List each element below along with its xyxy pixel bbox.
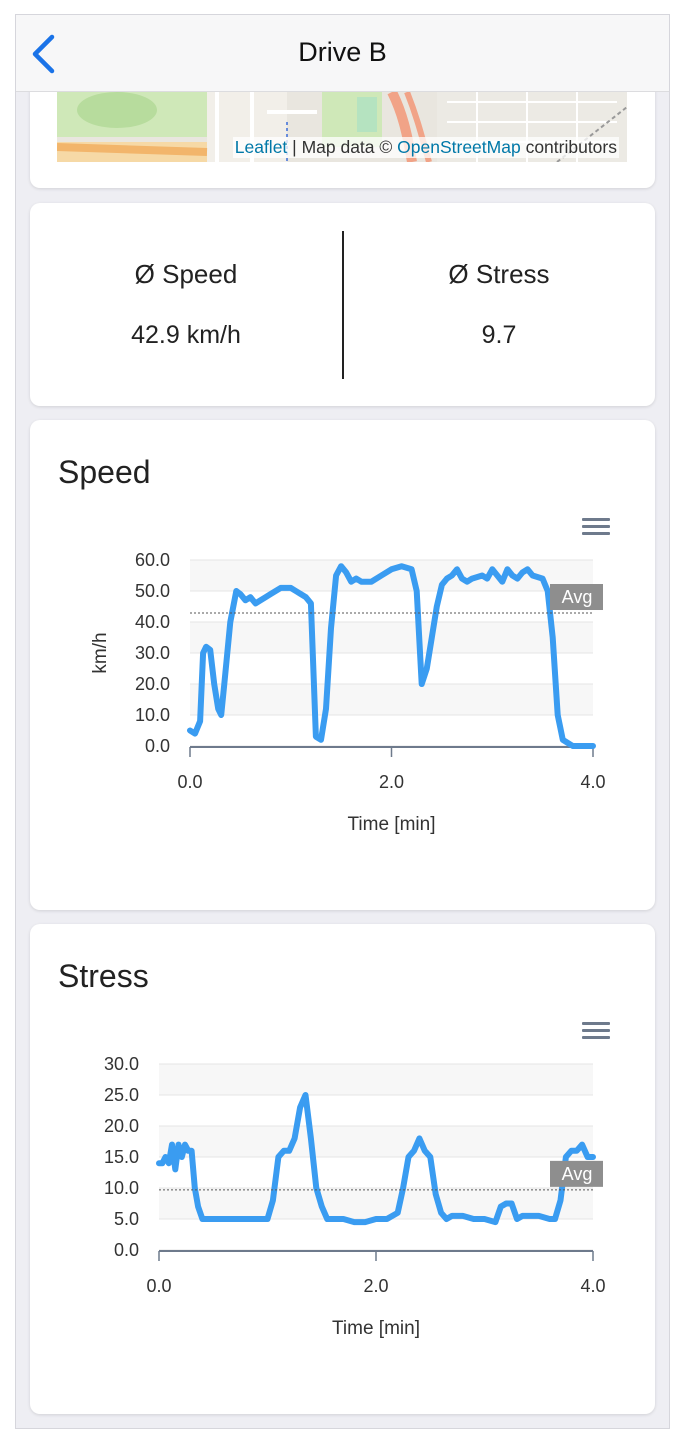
speed-x-tick-label: 4.0 — [580, 772, 605, 792]
stress-plot-band — [159, 1064, 593, 1095]
stress-x-tick-label: 2.0 — [363, 1276, 388, 1296]
speed-series-line — [187, 563, 596, 749]
speed-y-tick-label: 60.0 — [135, 550, 170, 570]
app-frame: Drive B Leaflet | Map data © Open — [15, 14, 670, 1429]
hamburger-icon-line — [582, 525, 610, 528]
hamburger-icon-line — [582, 1036, 610, 1039]
stat-divider — [342, 231, 344, 379]
chevron-left-icon — [32, 34, 55, 74]
speed-plot-band — [190, 560, 593, 591]
stress-y-tick-label: 15.0 — [104, 1147, 139, 1167]
speed-y-tick-label: 30.0 — [135, 643, 170, 663]
speed-x-tick-label: 0.0 — [177, 772, 202, 792]
header-bar: Drive B — [16, 15, 669, 92]
stress-chart-card: Stress 0.0 5.0 10.0 15.0 20.0 25.0 30.0 0.0 2.0 4… — [30, 924, 655, 1414]
map-attribution: Leaflet | Map data © OpenStreetMap contr… — [232, 137, 619, 158]
stress-y-tick-label: 10.0 — [104, 1178, 139, 1198]
speed-stat: Ø Speed 42.9 km/h — [30, 203, 342, 406]
stress-stat-value: 9.7 — [481, 321, 517, 349]
attribution-separator: | Map data © — [287, 137, 398, 157]
stress-plot-band — [159, 1126, 593, 1157]
stress-series-line — [156, 1092, 596, 1226]
hamburger-icon-line — [582, 1022, 610, 1025]
stress-avg-badge — [550, 1160, 603, 1187]
stress-avg-label: Avg — [562, 1164, 593, 1184]
speed-avg-badge — [550, 584, 603, 611]
speed-x-tick-label: 2.0 — [379, 772, 404, 792]
speed-avg-label: Avg — [562, 587, 593, 607]
page-title: Drive B — [298, 37, 387, 67]
speed-chart-card: Speed 0.0 10.0 20.0 30.0 40.0 50.0 60.0 0.0 2.0 4… — [30, 420, 655, 910]
hamburger-icon-line — [582, 532, 610, 535]
stress-x-tick-label: 4.0 — [580, 1276, 605, 1296]
stats-card: Ø Speed 42.9 km/h Ø Stress 9.7 — [30, 203, 655, 406]
speed-x-axis-title: Time [min] — [348, 814, 436, 835]
speed-y-tick-label: 20.0 — [135, 674, 170, 694]
speed-chart: 0.0 10.0 20.0 30.0 40.0 50.0 60.0 0.0 2.0 4.0 Time… — [90, 550, 606, 835]
stress-chart-title: Stress — [58, 958, 149, 994]
stress-y-tick-label: 30.0 — [104, 1054, 139, 1074]
back-button[interactable] — [26, 33, 66, 75]
hamburger-icon-line — [582, 518, 610, 521]
speed-stat-label: Ø Speed — [134, 259, 238, 289]
speed-y-tick-label: 0.0 — [145, 736, 170, 756]
stress-stat: Ø Stress 9.7 — [343, 203, 655, 406]
speed-chart-menu-button[interactable] — [580, 515, 612, 541]
speed-y-axis-title: km/h — [90, 632, 111, 673]
stress-stat-label: Ø Stress — [448, 259, 550, 289]
route-map[interactable]: Leaflet | Map data © OpenStreetMap contr… — [57, 92, 627, 162]
speed-plot-band — [190, 622, 593, 653]
speed-plot-band — [190, 684, 593, 715]
stress-y-tick-label: 20.0 — [104, 1116, 139, 1136]
speed-stat-value: 42.9 km/h — [131, 321, 241, 349]
stress-x-axis-title: Time [min] — [332, 1318, 420, 1339]
openstreetmap-link[interactable]: OpenStreetMap — [397, 137, 521, 157]
stress-x-tick-label: 0.0 — [146, 1276, 171, 1296]
attribution-tail: contributors — [520, 137, 617, 157]
speed-chart-title: Speed — [58, 454, 151, 490]
stress-y-tick-label: 25.0 — [104, 1085, 139, 1105]
hamburger-icon-line — [582, 1029, 610, 1032]
speed-y-tick-label: 50.0 — [135, 581, 170, 601]
stress-y-tick-label: 5.0 — [114, 1209, 139, 1229]
stress-chart-menu-button[interactable] — [580, 1019, 612, 1045]
speed-y-tick-label: 40.0 — [135, 612, 170, 632]
stress-y-tick-label: 0.0 — [114, 1240, 139, 1260]
stress-chart: 0.0 5.0 10.0 15.0 20.0 25.0 30.0 0.0 2.0 4.0 Time … — [104, 1054, 606, 1339]
speed-y-tick-label: 10.0 — [135, 705, 170, 725]
leaflet-link[interactable]: Leaflet — [234, 137, 288, 157]
